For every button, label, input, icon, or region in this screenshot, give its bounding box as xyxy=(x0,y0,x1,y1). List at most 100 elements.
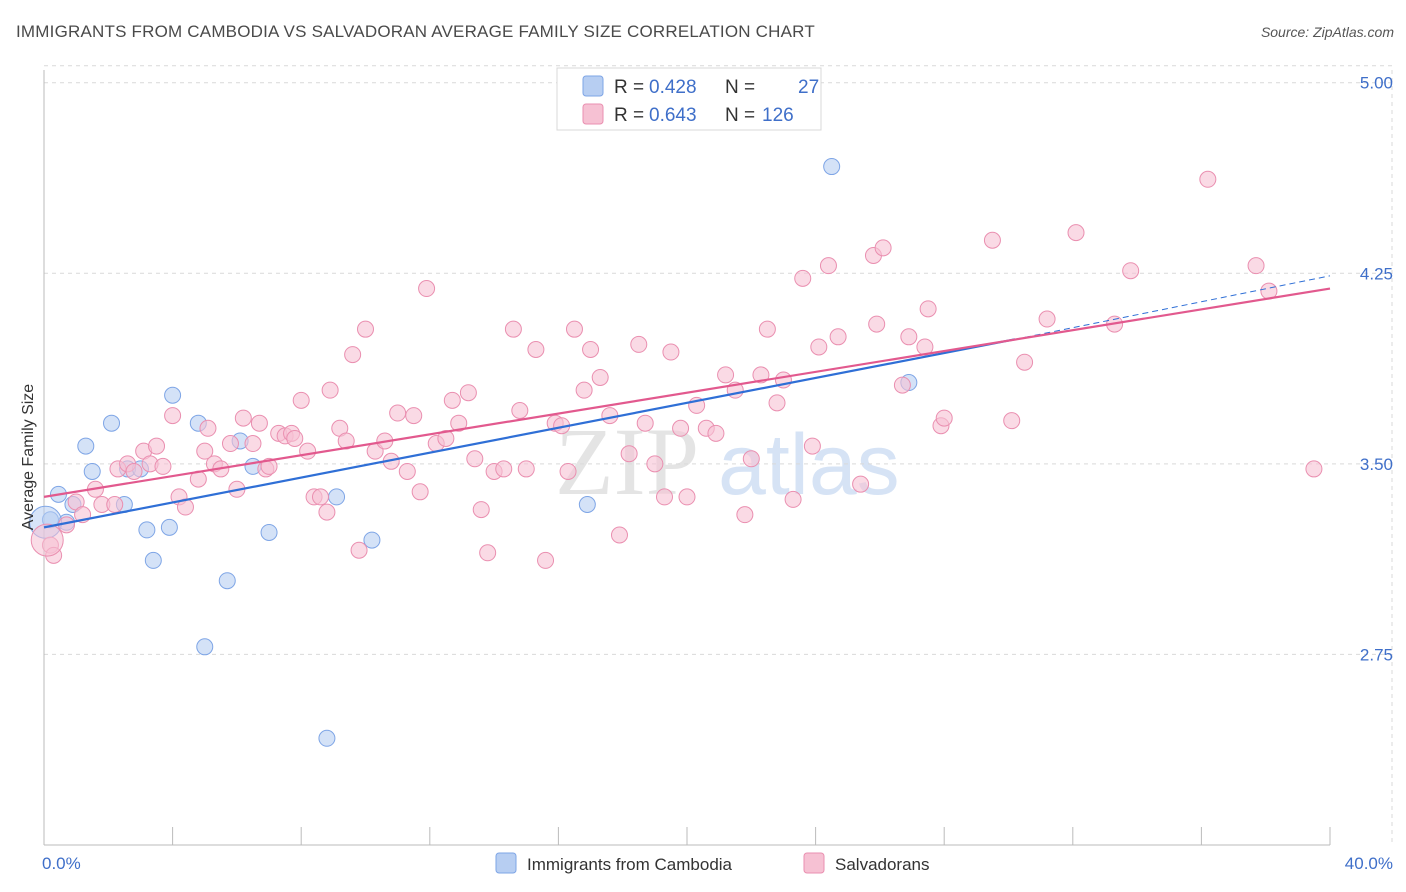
legend-n-label-pink: N = xyxy=(725,105,755,126)
pink-data-point xyxy=(919,300,937,318)
pink-data-point xyxy=(601,407,619,425)
pink-data-point xyxy=(418,280,436,298)
pink-data-point xyxy=(537,551,555,569)
pink-data-point xyxy=(810,338,828,356)
blue-trend-line xyxy=(43,338,1016,529)
pink-data-point xyxy=(935,409,953,427)
blue-data-point xyxy=(823,158,841,176)
legend-r-value-pink: 0.643 xyxy=(649,105,697,126)
y-tick-label: 3.50 xyxy=(1360,455,1393,474)
pink-data-point xyxy=(398,462,416,480)
pink-data-point xyxy=(575,381,593,399)
pink-data-point xyxy=(874,239,892,257)
pink-data-point xyxy=(504,320,522,338)
pink-data-point xyxy=(672,419,690,437)
pink-data-point xyxy=(511,401,529,419)
pink-data-point xyxy=(900,328,918,346)
pink-data-point xyxy=(437,429,455,447)
y-axis-title: Average Family Size xyxy=(20,384,37,531)
pink-data-point xyxy=(106,496,124,514)
y-tick-labels: 2.75 3.50 4.25 5.00 xyxy=(1360,74,1393,665)
legend-bottom-swatch-blue xyxy=(495,852,517,874)
pink-data-point xyxy=(742,450,760,468)
pink-data-point xyxy=(983,231,1001,249)
blue-data-point xyxy=(328,488,346,506)
blue-data-point xyxy=(318,729,336,747)
blue-data-point xyxy=(83,462,101,480)
pink-data-point xyxy=(784,490,802,508)
pink-data-point xyxy=(250,414,268,432)
pink-data-point xyxy=(655,488,673,506)
blue-trend-extension xyxy=(1014,275,1331,340)
trend-lines xyxy=(43,275,1331,529)
pink-data-point xyxy=(736,506,754,524)
pink-data-point xyxy=(868,315,886,333)
pink-data-point xyxy=(311,488,329,506)
blue-data-point xyxy=(160,518,178,536)
y-tick-label: 4.25 xyxy=(1360,264,1393,283)
x-tick-label-min: 0.0% xyxy=(42,854,81,873)
pink-data-point xyxy=(450,414,468,432)
blue-data-point xyxy=(138,521,156,539)
blue-data-point xyxy=(218,572,236,590)
pink-data-point xyxy=(794,269,812,287)
blue-data-point xyxy=(164,386,182,404)
blue-data-point xyxy=(363,531,381,549)
chart-title: IMMIGRANTS FROM CAMBODIA VS SALVADORAN A… xyxy=(16,22,815,41)
pink-data-point xyxy=(321,381,339,399)
pink-data-point xyxy=(717,366,735,384)
pink-data-point xyxy=(1199,170,1217,188)
pink-data-point xyxy=(646,455,664,473)
pink-data-point xyxy=(829,328,847,346)
legend-n-value-pink: 126 xyxy=(762,105,794,126)
pink-data-point xyxy=(819,257,837,275)
pink-data-point xyxy=(164,407,182,425)
pink-data-point xyxy=(495,460,513,478)
pink-data-point xyxy=(30,523,64,557)
data-points xyxy=(29,158,1323,747)
legend-r-label-pink: R = xyxy=(614,105,644,126)
chart-source: Source: ZipAtlas.com xyxy=(1260,24,1394,40)
pink-data-point xyxy=(630,335,648,353)
pink-data-point xyxy=(466,450,484,468)
pink-data-point xyxy=(411,483,429,501)
pink-data-point xyxy=(292,391,310,409)
pink-data-point xyxy=(582,341,600,359)
legend-r-label-blue: R = xyxy=(614,77,644,98)
pink-data-point xyxy=(803,437,821,455)
pink-data-point xyxy=(527,341,545,359)
legend-n-value-blue: 27 xyxy=(798,77,819,98)
legend-bottom: Immigrants from Cambodia Salvadorans xyxy=(495,852,930,874)
pink-data-point xyxy=(662,343,680,361)
pink-trend-line xyxy=(43,287,1331,498)
legend-swatch-blue xyxy=(582,75,604,97)
pink-data-point xyxy=(357,320,374,338)
legend-swatch-pink xyxy=(582,103,604,125)
pink-data-point xyxy=(299,442,317,460)
pink-data-point xyxy=(443,391,461,409)
pink-data-point xyxy=(1067,224,1085,242)
legend-r-value-blue: 0.428 xyxy=(649,77,697,98)
legend-bottom-label-blue: Immigrants from Cambodia xyxy=(527,855,733,874)
pink-data-point xyxy=(610,526,628,544)
pink-data-point xyxy=(559,462,577,480)
pink-data-point xyxy=(636,414,654,432)
watermark-atlas: atlas xyxy=(718,417,900,513)
legend-bottom-swatch-pink xyxy=(803,852,825,874)
pink-data-point xyxy=(893,376,911,394)
pink-data-point xyxy=(1247,257,1265,275)
pink-data-point xyxy=(1003,412,1021,430)
pink-data-point xyxy=(1016,353,1034,371)
x-ticks xyxy=(43,827,1331,845)
pink-data-point xyxy=(852,475,870,493)
pink-data-point xyxy=(678,488,696,506)
pink-data-point xyxy=(707,424,725,442)
blue-data-point xyxy=(578,496,596,514)
pink-data-point xyxy=(318,503,336,521)
pink-data-point xyxy=(768,394,786,412)
pink-data-point xyxy=(1122,262,1140,280)
pink-data-point xyxy=(234,409,252,427)
legend-n-label-blue: N = xyxy=(725,77,755,98)
pink-data-point xyxy=(196,442,214,460)
